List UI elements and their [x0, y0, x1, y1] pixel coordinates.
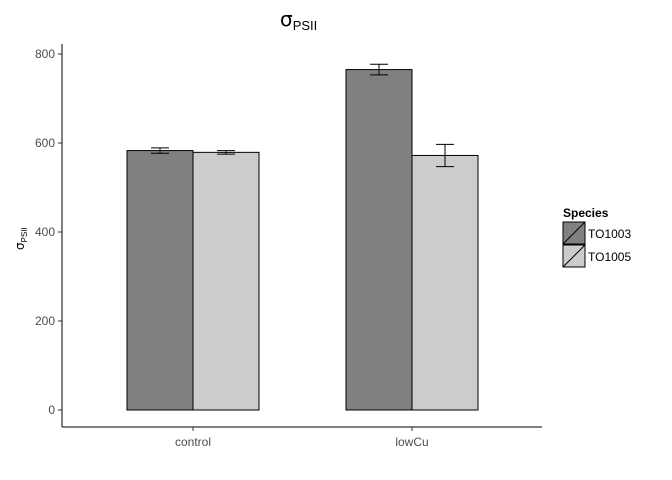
- x-tick-label: control: [175, 435, 211, 449]
- bar-TO1005-control: [192, 151, 260, 411]
- legend-key-slash: [562, 221, 586, 245]
- error-bar-TO1005-control: [217, 150, 235, 155]
- bar-TO1003-control: [126, 150, 194, 411]
- legend: Species TO1003 TO1005: [562, 206, 631, 268]
- plot-area: [126, 63, 479, 411]
- legend-items: TO1003 TO1005: [562, 221, 631, 268]
- legend-item-TO1005: TO1005: [562, 244, 631, 268]
- legend-title: Species: [563, 206, 609, 220]
- legend-label: TO1005: [588, 250, 631, 264]
- axes: 0 200 400 600 800 control lowCu: [35, 44, 542, 449]
- chart-title: σPSII: [280, 7, 317, 33]
- y-tick-label: 0: [48, 403, 55, 417]
- y-tick-label: 400: [35, 225, 55, 239]
- y-axis-label-subscript: PSII: [20, 227, 29, 242]
- bar-TO1005-lowCu: [411, 154, 479, 411]
- legend-key-slash: [562, 244, 586, 268]
- legend-label: TO1003: [588, 227, 631, 241]
- x-tick-label: lowCu: [395, 435, 428, 449]
- error-bar-TO1003-lowCu: [370, 63, 388, 76]
- y-tick-label: 600: [35, 136, 55, 150]
- legend-item-TO1003: TO1003: [562, 221, 631, 245]
- y-axis-label: σPSII: [13, 227, 29, 250]
- chart-title-subscript: PSII: [293, 18, 318, 33]
- chart-title-symbol: σ: [280, 7, 293, 31]
- error-bar-TO1003-control: [151, 147, 169, 154]
- y-axis-label-symbol: σ: [13, 242, 27, 250]
- y-tick-label: 800: [35, 47, 55, 61]
- y-tick-label: 200: [35, 314, 55, 328]
- bar-TO1003-lowCu: [345, 69, 413, 411]
- error-bar-TO1005-lowCu: [436, 143, 454, 168]
